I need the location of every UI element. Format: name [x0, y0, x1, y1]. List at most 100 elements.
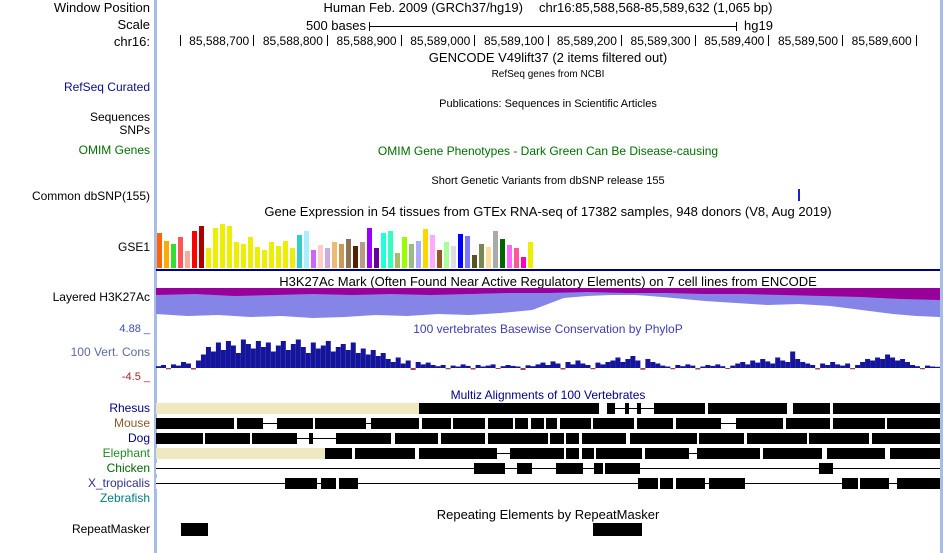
conservation-bar — [350, 342, 356, 368]
multiz-band-rhesus[interactable] — [156, 403, 940, 414]
gtex-bar[interactable] — [493, 231, 498, 268]
gtex-bar[interactable] — [199, 226, 204, 268]
gtex-bar[interactable] — [507, 245, 512, 268]
sequences-label[interactable]: Sequences — [89, 110, 150, 124]
gtex-bar[interactable] — [185, 251, 190, 268]
multiz-band-chicken[interactable] — [156, 463, 940, 474]
gtex-bar[interactable] — [325, 248, 330, 268]
gtex-bar[interactable] — [213, 228, 218, 268]
h3k27ac-track[interactable] — [156, 288, 940, 321]
multiz-band-elephant[interactable] — [156, 448, 940, 459]
left-side-slat[interactable] — [154, 0, 157, 553]
gtex-bar[interactable] — [430, 235, 435, 268]
gtex-bar[interactable] — [388, 231, 393, 268]
gtex-bar[interactable] — [486, 247, 491, 268]
gtex-bar[interactable] — [416, 241, 421, 268]
species-label-dog[interactable]: Dog — [127, 431, 150, 445]
gtex-bar[interactable] — [318, 245, 323, 268]
ruler[interactable]: 85,588,700 85,588,800 85,588,900 85,589,000… — [156, 34, 940, 49]
gtex-bar[interactable] — [178, 237, 183, 268]
gtex-bar[interactable] — [164, 241, 169, 268]
species-label-chicken[interactable]: Chicken — [106, 461, 150, 475]
multiz-band-x_tropicalis[interactable] — [156, 478, 940, 489]
gtex-bar[interactable] — [248, 237, 253, 268]
snps-label[interactable]: SNPs — [119, 123, 150, 137]
gtex-bar[interactable] — [283, 241, 288, 268]
gtex-bar[interactable] — [276, 246, 281, 268]
multiz-band-dog[interactable] — [156, 433, 940, 444]
dbsnp-title[interactable]: Short Genetic Variants from dbSNP releas… — [431, 175, 665, 187]
alignment-gap-line — [263, 423, 278, 424]
multiz-band-mouse[interactable] — [156, 418, 940, 429]
repeatmasker-label[interactable]: RepeatMasker — [71, 522, 150, 536]
repeat-element[interactable] — [592, 523, 643, 536]
gtex-bar[interactable] — [241, 244, 246, 268]
gtex-bar[interactable] — [171, 244, 176, 268]
conservation-track[interactable] — [156, 336, 940, 382]
right-side-slat[interactable] — [940, 0, 943, 553]
multiz-band-zebrafish[interactable] — [156, 493, 940, 504]
repeatmasker-title[interactable]: Repeating Elements by RepeatMasker — [436, 507, 660, 522]
gtex-bar[interactable] — [269, 242, 274, 268]
gtex-bar[interactable] — [451, 246, 456, 268]
gtex-bar[interactable] — [339, 244, 344, 268]
gtex-bar[interactable] — [255, 247, 260, 268]
dbsnp-label[interactable]: Common dbSNP(155) — [31, 189, 150, 203]
gtex-bar[interactable] — [367, 228, 372, 268]
gtex-bar[interactable] — [423, 229, 428, 268]
species-label-rhesus[interactable]: Rhesus — [109, 401, 150, 415]
gtex-bar[interactable] — [297, 235, 302, 268]
gtex-bar[interactable] — [409, 244, 414, 268]
gtex-bar[interactable] — [374, 248, 379, 268]
gtex-bar[interactable] — [437, 250, 442, 268]
gtex-label[interactable]: GSE1 — [117, 240, 150, 254]
snp-tick[interactable] — [798, 189, 800, 201]
gtex-bar[interactable] — [353, 246, 358, 268]
conservation-label[interactable]: 100 Vert. Cons — [70, 345, 150, 359]
gtex-bar[interactable] — [458, 234, 463, 268]
species-label-mouse[interactable]: Mouse — [113, 416, 150, 430]
gtex-bar[interactable] — [227, 226, 232, 268]
gtex-title[interactable]: Gene Expression in 54 tissues from GTEx … — [264, 204, 832, 219]
gtex-bar[interactable] — [311, 250, 316, 268]
gtex-bar[interactable] — [234, 242, 239, 268]
gencode-title[interactable]: GENCODE V49lift37 (2 items filtered out) — [428, 50, 668, 65]
gtex-bar[interactable] — [192, 231, 197, 268]
gtex-bar[interactable] — [206, 248, 211, 268]
gtex-bar[interactable] — [395, 253, 400, 268]
gtex-bar[interactable] — [332, 242, 337, 268]
gtex-bar[interactable] — [346, 239, 351, 268]
h3k27ac-label[interactable]: Layered H3K27Ac — [52, 290, 150, 304]
publications-title[interactable]: Publications: Sequences in Scientific Ar… — [439, 98, 657, 110]
multiz-title[interactable]: Multiz Alignments of 100 Vertebrates — [450, 388, 646, 402]
h3k27ac-title[interactable]: H3K27Ac Mark (Often Found Near Active Re… — [279, 274, 817, 289]
dbsnp-track[interactable] — [156, 188, 940, 201]
refseq-curated-label[interactable]: RefSeq Curated — [63, 80, 150, 94]
gtex-bar[interactable] — [500, 239, 505, 268]
refseq-subtitle[interactable]: RefSeq genes from NCBI — [491, 69, 605, 80]
repeat-element[interactable] — [181, 523, 208, 536]
species-label-zebrafish[interactable]: Zebrafish — [99, 491, 150, 505]
gtex-bar[interactable] — [479, 244, 484, 268]
gtex-bar[interactable] — [514, 248, 519, 268]
gtex-bar[interactable] — [444, 242, 449, 268]
species-label-x_tropicalis[interactable]: X_tropicalis — [87, 476, 150, 490]
gtex-bars[interactable] — [157, 222, 537, 268]
gtex-bar[interactable] — [157, 233, 162, 268]
conservation-title[interactable]: 100 vertebrates Basewise Conservation by… — [413, 322, 683, 336]
gtex-bar[interactable] — [220, 224, 225, 268]
gtex-bar[interactable] — [290, 248, 295, 268]
gtex-bar[interactable] — [304, 231, 309, 268]
gtex-bar[interactable] — [262, 250, 267, 268]
gtex-bar[interactable] — [521, 257, 526, 268]
repeatmasker-track[interactable] — [156, 522, 940, 537]
omim-title[interactable]: OMIM Gene Phenotypes - Dark Green Can Be… — [377, 144, 719, 158]
species-label-elephant[interactable]: Elephant — [102, 446, 150, 460]
gtex-bar[interactable] — [381, 233, 386, 268]
gtex-bar[interactable] — [472, 255, 477, 268]
omim-genes-label[interactable]: OMIM Genes — [78, 143, 150, 157]
gtex-bar[interactable] — [402, 237, 407, 268]
gtex-bar[interactable] — [465, 236, 470, 268]
gtex-bar[interactable] — [360, 242, 365, 268]
gtex-bar[interactable] — [528, 242, 533, 268]
